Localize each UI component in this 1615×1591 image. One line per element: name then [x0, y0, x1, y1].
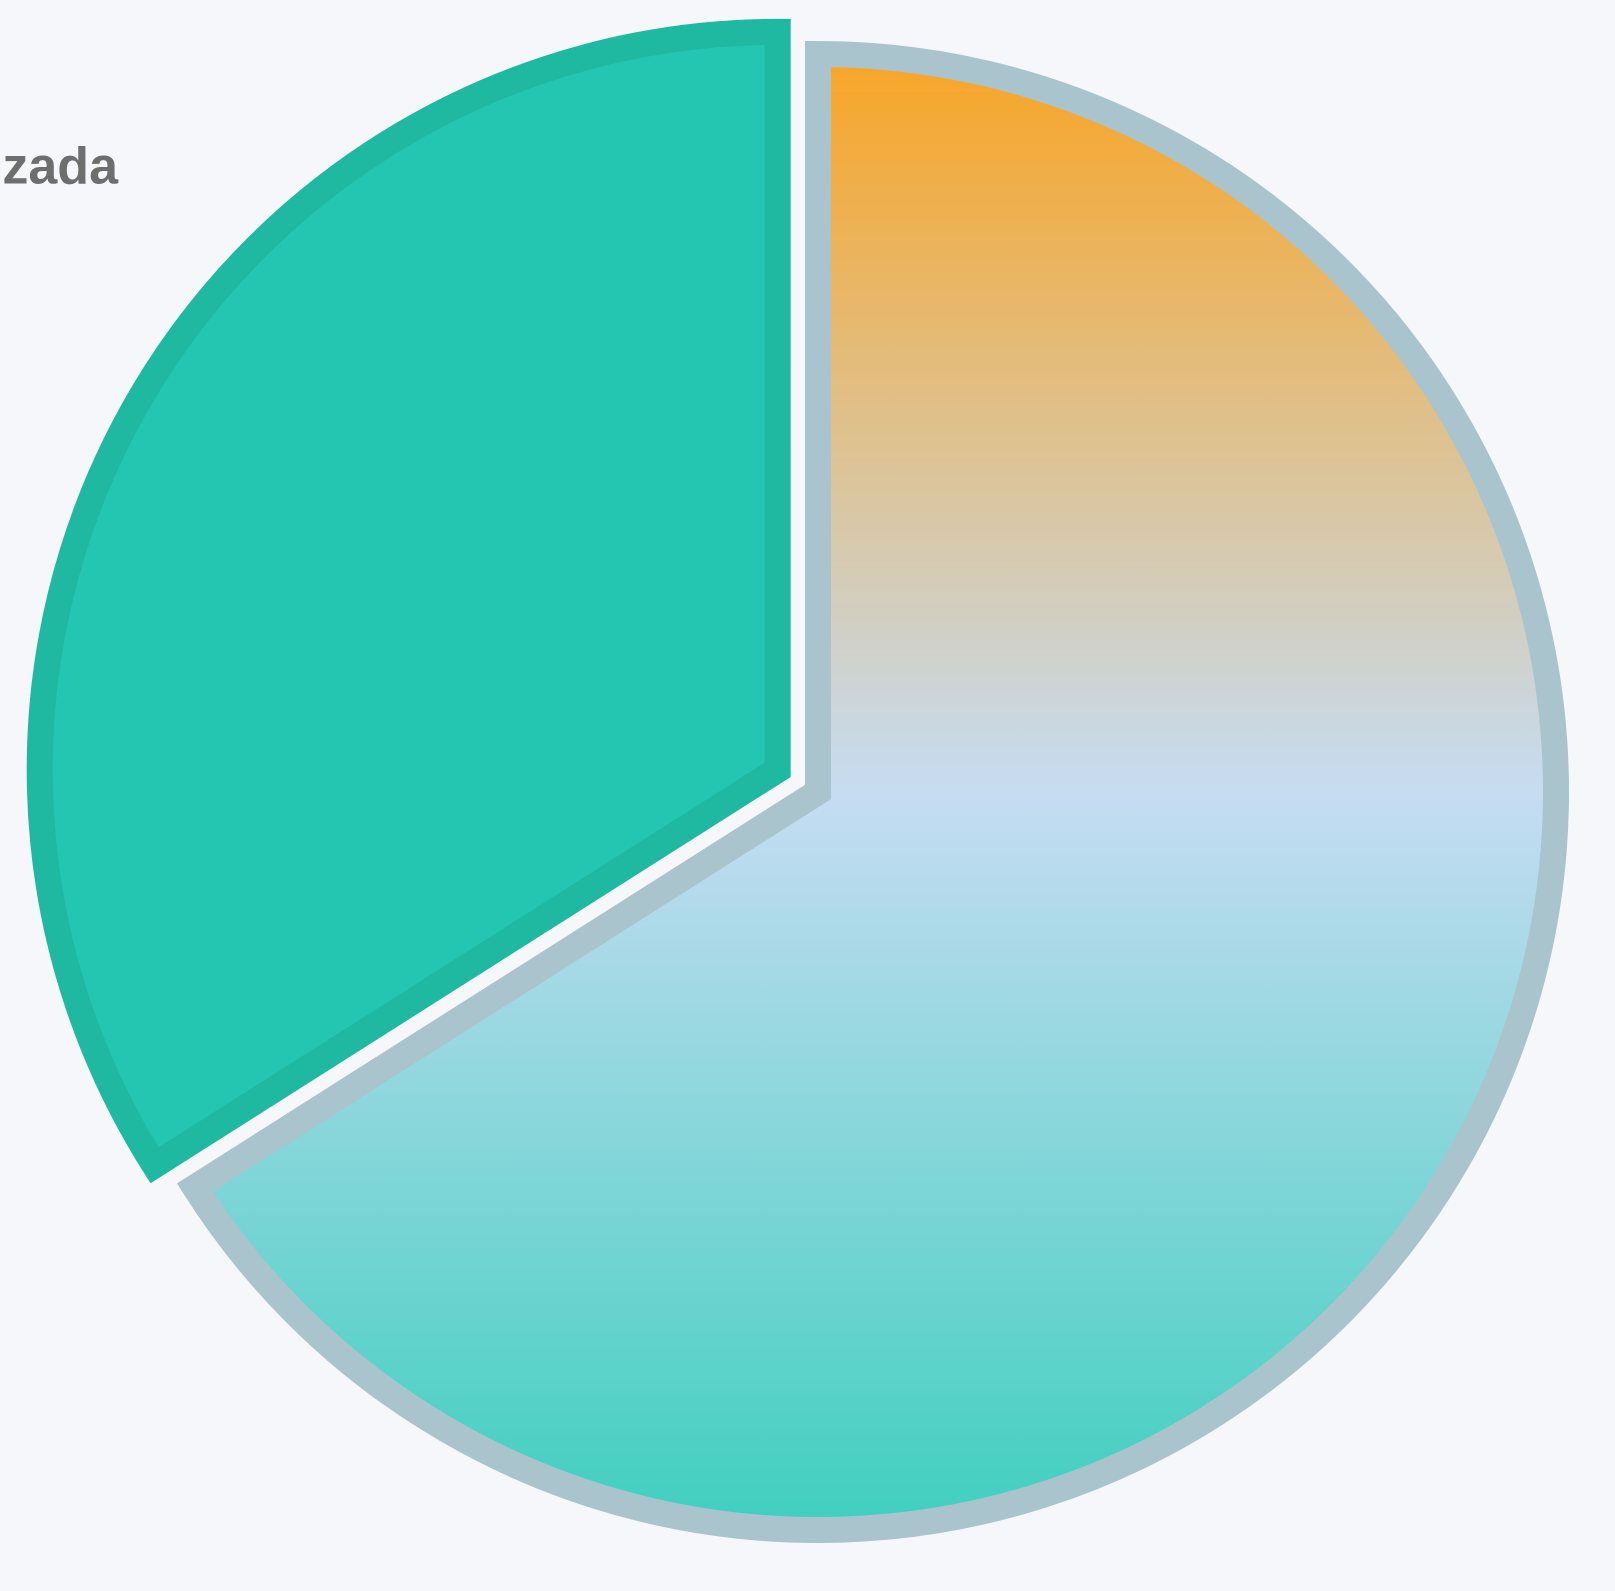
legend-label: zada [2, 138, 119, 196]
pie-slice [26, 18, 791, 1184]
pie-slice [176, 40, 1569, 1543]
